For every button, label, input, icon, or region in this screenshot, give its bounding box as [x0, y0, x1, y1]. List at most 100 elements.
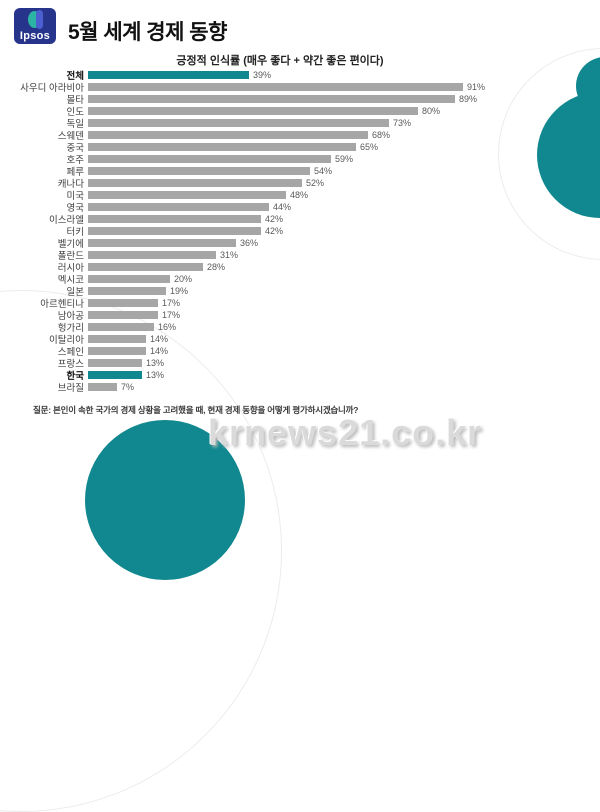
value-label: 91%: [467, 82, 486, 92]
category-label: 이탈리아: [49, 335, 84, 346]
page-title: 5월 세계 경제 동향: [68, 21, 227, 44]
category-label: 미국: [66, 191, 84, 202]
chart-row: 한국 13%: [0, 369, 600, 382]
bar: [88, 119, 389, 127]
value-label: 28%: [207, 262, 226, 272]
category-label: 사우디 아라비아: [20, 83, 84, 94]
category-label: 프랑스: [57, 359, 84, 370]
category-label: 헝가리: [57, 323, 84, 334]
ipsos-logo-mark-icon: [36, 10, 43, 29]
chart-row: 폴란드 31%: [0, 249, 600, 262]
value-label: 7%: [121, 382, 135, 392]
bar-track: 19%: [88, 285, 600, 297]
chart-row: 페루 54%: [0, 165, 600, 178]
category-label: 스페인: [57, 347, 84, 358]
bar: [88, 323, 154, 331]
bar-track: 42%: [88, 225, 600, 237]
value-label: 31%: [220, 250, 239, 260]
bar: [88, 167, 310, 175]
category-label: 아르헨티나: [40, 299, 84, 310]
bar: [88, 143, 356, 151]
category-label: 한국: [66, 371, 84, 382]
bar: [88, 287, 166, 295]
bar: [88, 311, 158, 319]
bar: [88, 107, 418, 115]
value-label: 68%: [372, 130, 391, 140]
chart-rows: 전체 39% 사우디 아라비아 91% 몰타 89% 인도 80% 독일 73% 스웨덴 68% 중국 6…: [0, 69, 600, 394]
bar-track: 54%: [88, 165, 600, 177]
bar: [88, 83, 463, 91]
chart-row: 아르헨티나 17%: [0, 297, 600, 310]
category-label: 벨기에: [57, 239, 84, 250]
chart-row: 인도 80%: [0, 105, 600, 118]
bar-track: 7%: [88, 381, 600, 393]
category-label: 러시아: [57, 263, 84, 274]
chart-row: 브라질 7%: [0, 381, 600, 394]
bar-track: 44%: [88, 201, 600, 213]
bar-track: 16%: [88, 321, 600, 333]
value-label: 80%: [422, 106, 441, 116]
chart-row: 헝가리 16%: [0, 321, 600, 334]
category-label: 전체: [66, 71, 84, 82]
chart-row: 캐나다 52%: [0, 177, 600, 190]
bar: [88, 371, 142, 379]
value-label: 39%: [253, 70, 272, 80]
bar: [88, 299, 158, 307]
value-label: 14%: [150, 334, 169, 344]
chart-row: 미국 48%: [0, 189, 600, 202]
value-label: 44%: [273, 202, 292, 212]
value-label: 16%: [158, 322, 177, 332]
bar-track: 14%: [88, 345, 600, 357]
chart-row: 스웨덴 68%: [0, 129, 600, 142]
bar-track: 68%: [88, 129, 600, 141]
bar-track: 39%: [88, 69, 600, 81]
chart-row: 몰타 89%: [0, 93, 600, 106]
bar-track: 52%: [88, 177, 600, 189]
category-label: 몰타: [66, 95, 84, 106]
chart-row: 멕시코 20%: [0, 273, 600, 286]
bar: [88, 263, 203, 271]
value-label: 52%: [306, 178, 325, 188]
category-label: 이스라엘: [49, 215, 84, 226]
category-label: 멕시코: [57, 275, 84, 286]
value-label: 20%: [174, 274, 193, 284]
bar-track: 17%: [88, 309, 600, 321]
bar-track: 14%: [88, 333, 600, 345]
bar-track: 91%: [88, 81, 600, 93]
ipsos-logo-text: Ipsos: [19, 30, 51, 42]
value-label: 14%: [150, 346, 169, 356]
bar-track: 20%: [88, 273, 600, 285]
value-label: 65%: [360, 142, 379, 152]
bar: [88, 131, 368, 139]
chart-row: 호주 59%: [0, 153, 600, 166]
chart-row: 전체 39%: [0, 69, 600, 82]
bar: [88, 335, 146, 343]
chart-row: 이스라엘 42%: [0, 213, 600, 226]
value-label: 13%: [146, 370, 165, 380]
category-label: 스웨덴: [57, 131, 84, 142]
bar: [88, 227, 261, 235]
bar: [88, 347, 146, 355]
chart-title: 긍정적 인식률 (매우 좋다 + 약간 좋은 편이다): [176, 55, 384, 67]
bar: [88, 239, 236, 247]
bar-track: 17%: [88, 297, 600, 309]
chart-row: 영국 44%: [0, 201, 600, 214]
value-label: 13%: [146, 358, 165, 368]
bar-track: 42%: [88, 213, 600, 225]
chart-row: 남아공 17%: [0, 309, 600, 322]
bar-chart: 전체 39% 사우디 아라비아 91% 몰타 89% 인도 80% 독일 73% 스웨덴 68% 중국 6…: [0, 69, 600, 394]
category-label: 일본: [66, 287, 84, 298]
value-label: 42%: [265, 214, 284, 224]
category-label: 폴란드: [57, 251, 84, 262]
bar: [88, 155, 331, 163]
chart-row: 중국 65%: [0, 141, 600, 154]
chart-row: 프랑스 13%: [0, 357, 600, 370]
bar-track: 48%: [88, 189, 600, 201]
category-label: 남아공: [57, 311, 84, 322]
watermark: krnews21.co.kr: [208, 412, 483, 453]
bar-track: 13%: [88, 369, 600, 381]
bar-track: 89%: [88, 93, 600, 105]
bar-track: 59%: [88, 153, 600, 165]
chart-row: 벨기에 36%: [0, 237, 600, 250]
chart-row: 일본 19%: [0, 285, 600, 298]
